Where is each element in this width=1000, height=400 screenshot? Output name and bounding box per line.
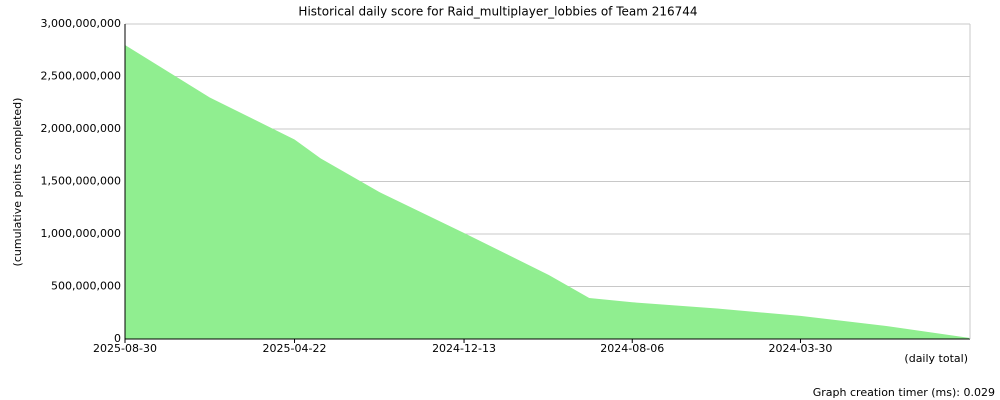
footer: Graph creation timer (ms): 0.029 <box>813 386 995 399</box>
y-tick-label: 2,500,000,000 <box>41 70 121 83</box>
y-tick-label: 1,000,000,000 <box>41 227 121 240</box>
y-tick-label: 0 <box>114 332 121 345</box>
y-tick-label: 3,000,000,000 <box>41 17 121 30</box>
x-tick-label: 2025-04-22 <box>263 342 327 355</box>
y-tick-label: 500,000,000 <box>51 280 121 293</box>
y-tick-label: 1,500,000,000 <box>41 175 121 188</box>
x-tick-label: 2025-08-30 <box>93 342 157 355</box>
x-axis-note: (daily total) <box>904 352 968 365</box>
y-tick-label: 2,000,000,000 <box>41 122 121 135</box>
area <box>125 45 970 339</box>
x-tick-label: 2024-12-13 <box>432 342 496 355</box>
x-tick-label: 2024-03-30 <box>769 342 833 355</box>
chart-title: Historical daily score for Raid_multipla… <box>298 5 697 19</box>
y-axis-label: (cumulative points completed) <box>11 98 24 267</box>
x-tick-label: 2024-08-06 <box>600 342 664 355</box>
